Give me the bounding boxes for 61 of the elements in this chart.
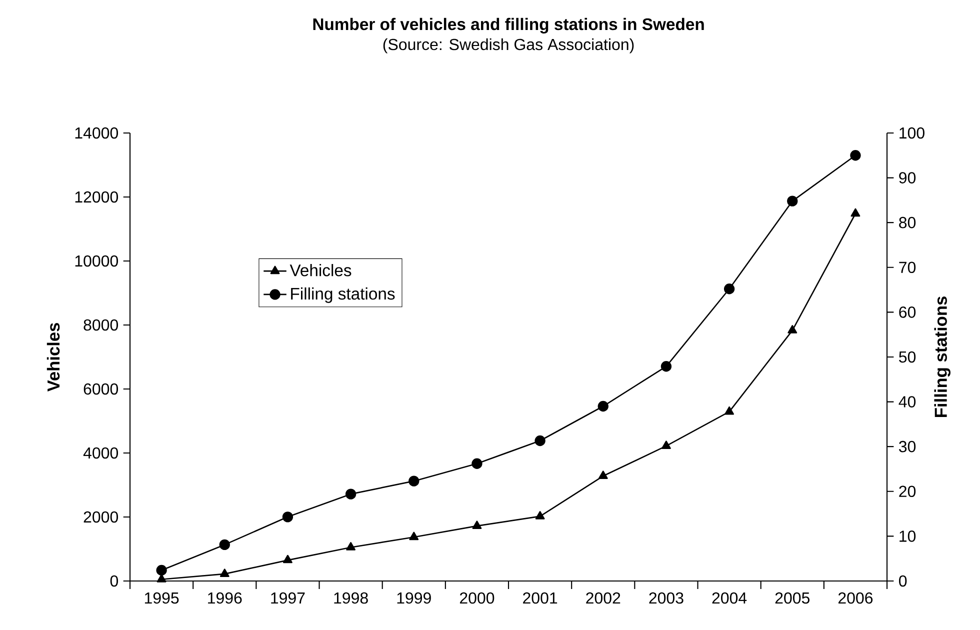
- x-tick-label: 1999: [397, 592, 431, 604]
- point: [409, 532, 419, 540]
- legend-label: Filling stations: [291, 287, 395, 303]
- y-tick-label: 0: [110, 575, 118, 587]
- y2-axis-title: Filling stations: [934, 296, 950, 417]
- y2-tick-label: 10: [900, 530, 916, 542]
- x-tick-label: 2003: [649, 592, 684, 604]
- x-tick-label: 1995: [144, 592, 179, 604]
- point: [220, 568, 230, 577]
- point: [156, 574, 166, 582]
- y2-tick-label: 60: [899, 306, 916, 318]
- y2-tick-label: 40: [898, 396, 916, 408]
- y-tick-label: 6000: [84, 383, 118, 395]
- point: [724, 284, 735, 294]
- point: [724, 406, 734, 415]
- x-tick-label: 2006: [838, 592, 873, 604]
- y2-tick-label: 70: [899, 262, 916, 274]
- y-tick-label: 8000: [84, 319, 118, 331]
- y-tick-label: 12000: [75, 191, 118, 203]
- point: [472, 520, 482, 529]
- point: [282, 512, 294, 522]
- point: [662, 440, 671, 449]
- point: [219, 539, 230, 550]
- point: [472, 458, 482, 469]
- point: [787, 196, 798, 206]
- legend-label: Vehicles: [290, 264, 352, 276]
- chart-title: Number of vehicles and filling stations in Sweden: [313, 18, 704, 34]
- chart-subtitle: (Source: Swedish Gas Association): [383, 38, 634, 54]
- x-tick-label: 1998: [334, 592, 368, 604]
- point: [598, 470, 608, 480]
- x-tick-label: 2001: [523, 592, 558, 604]
- y2-tick-label: 0: [899, 575, 907, 587]
- y-tick-label: 14000: [75, 127, 118, 139]
- y2-tick-label: 90: [899, 172, 916, 184]
- point: [534, 435, 546, 446]
- point: [535, 511, 545, 520]
- y-tick-label: 10000: [75, 255, 118, 267]
- point: [283, 554, 292, 564]
- x-tick-label: 2000: [460, 592, 494, 604]
- y-tick-label: 2000: [84, 511, 118, 523]
- point: [345, 488, 356, 500]
- y2-tick-label: 30: [898, 440, 916, 452]
- point: [850, 208, 860, 217]
- x-tick-label: 2005: [775, 592, 810, 604]
- point: [660, 361, 672, 372]
- x-tick-label: 2002: [586, 592, 620, 604]
- x-tick-label: 1996: [208, 592, 242, 604]
- y2-tick-label: 80: [899, 216, 916, 228]
- point: [156, 564, 167, 576]
- x-tick-label: 1997: [271, 592, 305, 604]
- x-tick-label: 2004: [712, 592, 747, 604]
- point: [788, 325, 798, 334]
- point: [598, 400, 608, 412]
- y-axis-title: Vehicles: [46, 323, 60, 392]
- y-tick-label: 4000: [83, 447, 118, 459]
- y2-tick-label: 20: [899, 486, 916, 498]
- point: [850, 150, 861, 161]
- y2-tick-label: 50: [899, 351, 916, 363]
- y2-tick-label: 100: [900, 127, 924, 139]
- point: [408, 476, 420, 486]
- point: [346, 542, 356, 550]
